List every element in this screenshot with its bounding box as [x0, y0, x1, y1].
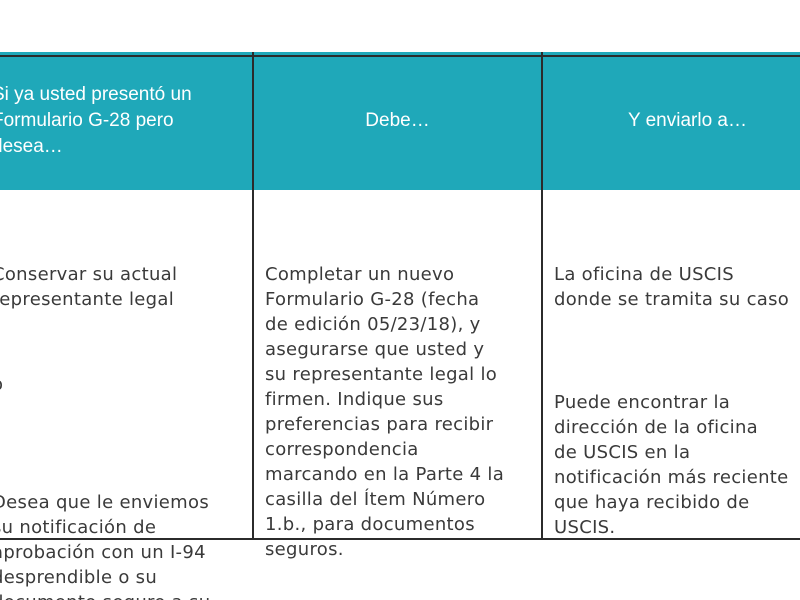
- body-cell-enviarlo: La oficina de USCIS donde se tramita su …: [554, 212, 800, 590]
- column-divider-1: [252, 52, 254, 540]
- header-cell-desea: Si ya usted presentó un Formulario G-28 …: [0, 52, 250, 190]
- cell-paragraph: Conservar su actual representante legal: [0, 264, 178, 310]
- column-divider-2: [541, 52, 543, 540]
- cell-paragraph: Completar un nuevo Formulario G-28 (fech…: [265, 264, 505, 560]
- cell-paragraph: La oficina de USCIS donde se tramita su …: [554, 264, 790, 310]
- cell-paragraph-or: o: [0, 372, 250, 397]
- header-cell-debe: Debe…: [254, 52, 541, 190]
- table-bottom-border: [0, 538, 800, 540]
- body-cell-debe: Completar un nuevo Formulario G-28 (fech…: [265, 212, 539, 600]
- table-top-border: [0, 55, 800, 57]
- cell-paragraph: Puede encontrar la dirección de la ofici…: [554, 392, 789, 538]
- header-label: Y enviarlo a…: [628, 110, 747, 131]
- header-cell-enviarlo: Y enviarlo a…: [543, 52, 800, 190]
- header-label: Debe…: [365, 110, 430, 131]
- table-header-band: [0, 52, 800, 190]
- body-cell-desea: Conservar su actual representante legal …: [0, 212, 250, 600]
- header-label: Si ya usted presentó un Formulario G-28 …: [0, 84, 192, 157]
- cell-paragraph: Desea que le enviemos su notificación de…: [0, 492, 210, 600]
